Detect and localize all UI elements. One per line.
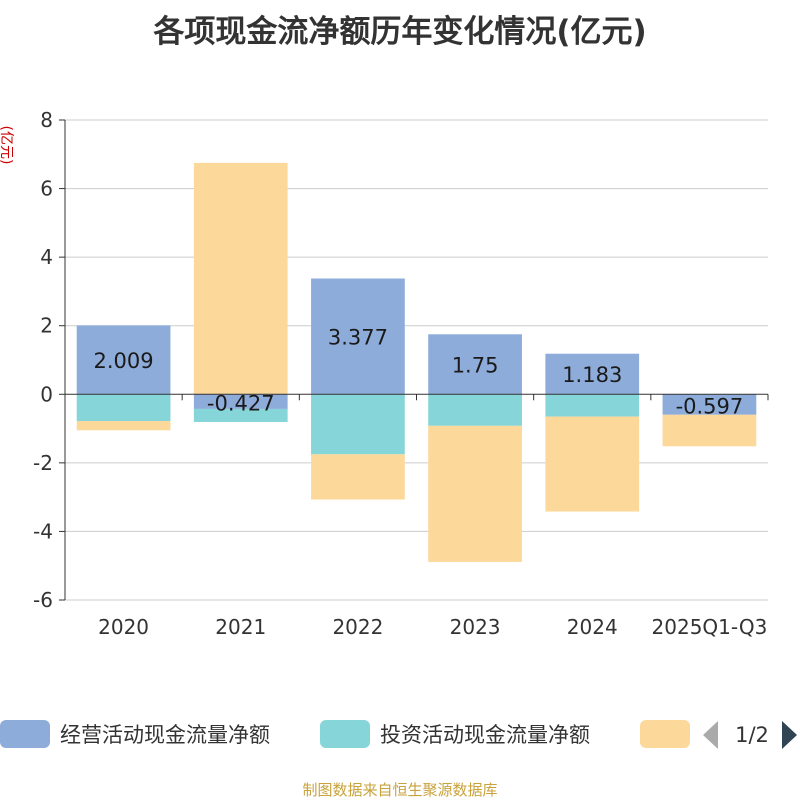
bar-series-2 <box>76 394 171 422</box>
bar-series-3 <box>545 416 640 512</box>
legend: 经营活动现金流量净额 投资活动现金流量净额 1/2 <box>0 720 797 749</box>
data-label: 1.75 <box>452 353 499 377</box>
bar-series-3 <box>76 421 171 431</box>
bar-series-3 <box>428 425 522 562</box>
y-axis-unit-label: (亿元) <box>0 126 14 165</box>
source-note: 制图数据来自恒生聚源数据库 <box>302 781 498 799</box>
data-label: -0.597 <box>676 395 744 419</box>
y-tick-label: -6 <box>33 588 53 612</box>
bar-series-2 <box>428 394 522 426</box>
data-label: 2.009 <box>94 349 154 373</box>
y-tick-label: -2 <box>33 451 53 475</box>
bar-series-1 <box>545 353 640 395</box>
y-tick-label: -4 <box>33 519 53 543</box>
bar-series-1 <box>662 394 757 415</box>
legend-swatch[interactable] <box>640 720 690 748</box>
legend-swatch[interactable] <box>320 720 370 748</box>
x-tick-label: 2021 <box>215 615 266 639</box>
data-label: -0.427 <box>207 392 275 416</box>
data-label: 3.377 <box>328 325 388 349</box>
bar-series-1 <box>193 394 288 409</box>
y-tick-label: 4 <box>40 245 53 269</box>
legend-prev-arrow-icon[interactable] <box>703 721 718 749</box>
data-label: 1.183 <box>562 363 622 387</box>
y-tick-label: 6 <box>40 177 53 201</box>
bar-series-2 <box>545 394 640 417</box>
bar-series-3 <box>662 414 757 447</box>
bars <box>76 162 757 562</box>
bar-series-2 <box>311 394 405 455</box>
bar-series-2 <box>193 408 288 422</box>
bar-series-1 <box>311 278 405 395</box>
x-tick-label: 2025Q1-Q3 <box>652 615 768 639</box>
gridlines <box>65 119 768 601</box>
y-tick-label: 0 <box>40 382 53 406</box>
x-tick-label: 2024 <box>567 615 618 639</box>
legend-label[interactable]: 经营活动现金流量净额 <box>60 723 270 747</box>
bar-series-1 <box>428 334 522 395</box>
legend-next-arrow-icon[interactable] <box>782 721 797 749</box>
legend-swatch[interactable] <box>0 720 50 748</box>
legend-page-indicator: 1/2 <box>735 723 769 747</box>
y-tick-label: 2 <box>40 314 53 338</box>
bar-series-3 <box>311 454 405 500</box>
tick-labels: -6 -4 -2 0 2 4 6 8 2020 2021 2022 2023 2024 2025Q1-Q3 <box>33 108 769 639</box>
legend-label[interactable]: 投资活动现金流量净额 <box>380 723 590 747</box>
data-labels: 2.009 -0.427 3.377 1.75 1.183 -0.597 <box>94 325 744 418</box>
x-tick-label: 2022 <box>332 615 383 639</box>
chart-title: 各项现金流净额历年变化情况(亿元) <box>153 14 647 50</box>
bar-series-3 <box>193 162 288 395</box>
x-tick-label: 2023 <box>450 615 501 639</box>
y-tick-label: 8 <box>40 108 53 132</box>
bar-series-1 <box>76 325 171 395</box>
x-tick-label: 2020 <box>98 615 149 639</box>
